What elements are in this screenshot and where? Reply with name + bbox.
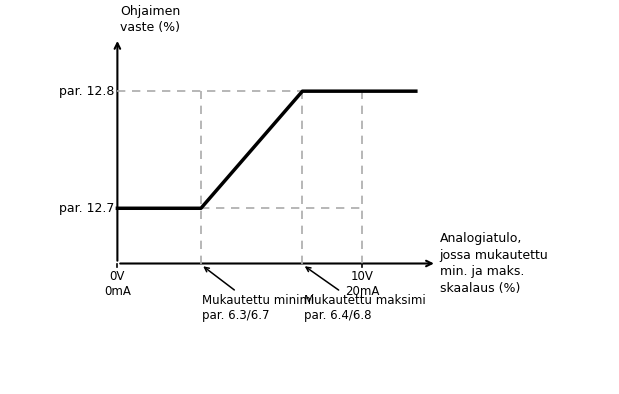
Text: par. 12.8: par. 12.8	[59, 85, 115, 98]
Text: par. 12.7: par. 12.7	[59, 202, 115, 215]
Text: 10V
20mA: 10V 20mA	[345, 270, 379, 298]
Text: Mukautettu maksimi
par. 6.4/6.8: Mukautettu maksimi par. 6.4/6.8	[304, 267, 426, 322]
Text: Mukautettu minimi
par. 6.3/6.7: Mukautettu minimi par. 6.3/6.7	[202, 267, 315, 322]
Text: Analogiatulo,
jossa mukautettu
min. ja maks.
skaalaus (%): Analogiatulo, jossa mukautettu min. ja m…	[439, 232, 548, 295]
Text: 0V
0mA: 0V 0mA	[104, 270, 131, 298]
Text: Ohjaimen
vaste (%): Ohjaimen vaste (%)	[120, 5, 181, 34]
